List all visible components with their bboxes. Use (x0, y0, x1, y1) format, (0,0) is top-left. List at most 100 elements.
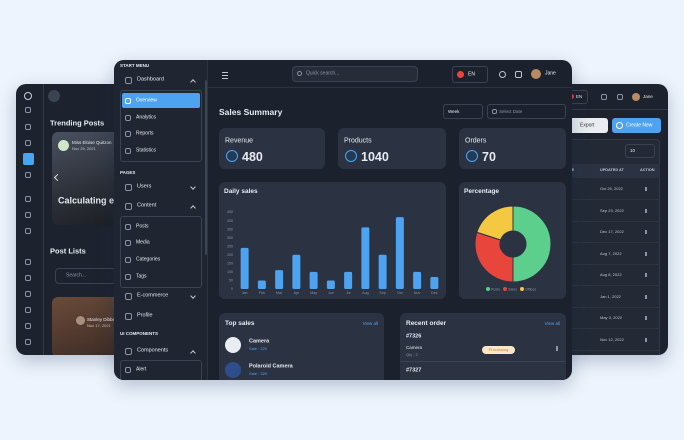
stat-card (219, 128, 325, 169)
y-tick-label: 200 (227, 253, 233, 257)
menu-section-label: UI COMPONENTS (120, 330, 159, 336)
stat-value: 1040 (361, 149, 389, 164)
view-all-link[interactable]: View all (362, 320, 378, 326)
bar (326, 280, 335, 289)
submenu-item[interactable]: Tags (136, 273, 147, 280)
nav-item[interactable]: E-commerce (137, 292, 169, 299)
list-avatar (76, 316, 85, 325)
menu-section-label: START MENU (120, 62, 150, 68)
submenu-item[interactable]: Media (136, 239, 150, 246)
list-card (52, 297, 122, 355)
hamburger-line (222, 78, 228, 79)
create-label[interactable]: Create New (626, 122, 653, 128)
bar (257, 280, 266, 289)
section-title: Trending Posts (50, 118, 105, 128)
row-divider (556, 306, 660, 308)
icon (25, 291, 31, 297)
stat-icon (466, 150, 478, 162)
row-action[interactable] (645, 316, 647, 320)
nav-item[interactable]: Components (137, 347, 169, 354)
submenu-item[interactable]: Analytics (136, 114, 157, 121)
user-name: Jane (643, 93, 653, 99)
row-action[interactable] (645, 273, 647, 277)
language: EN (468, 71, 475, 77)
sidebar-scrollbar (205, 80, 207, 255)
view-all-link[interactable]: View all (544, 320, 560, 326)
x-tick-label: Jun (328, 291, 334, 295)
y-tick-label: 400 (227, 219, 233, 223)
submenu-item[interactable]: Categories (136, 256, 161, 263)
row-action[interactable] (645, 187, 647, 191)
submenu-item[interactable]: Statistics (136, 147, 157, 154)
product-detail: Sale : 320 (249, 371, 268, 376)
stat-value: 70 (482, 149, 496, 164)
order-menu[interactable] (556, 346, 558, 351)
legend-label: Offices (525, 287, 536, 291)
search-box[interactable] (292, 66, 418, 82)
bar (292, 254, 301, 289)
row-action[interactable] (645, 230, 647, 234)
header-bar (208, 60, 572, 88)
export-label[interactable]: Export (580, 122, 595, 128)
product-name: Polaroid Camera (249, 363, 293, 370)
order-status: Processing (488, 347, 509, 352)
icon (125, 224, 131, 230)
submenu-item[interactable]: Posts (136, 223, 149, 230)
nav-item[interactable]: Dashboard (137, 76, 164, 83)
page-size-select[interactable] (625, 144, 655, 158)
row-action[interactable] (645, 294, 647, 299)
chart-card (219, 182, 446, 299)
donut-slice (474, 231, 514, 283)
order-product: Camera (406, 344, 423, 350)
menu-button[interactable] (48, 90, 60, 102)
y-tick-label: 50 (229, 279, 233, 283)
chart-title: Percentage (464, 187, 500, 195)
bar (430, 277, 439, 289)
bar (309, 271, 318, 289)
flag (457, 71, 464, 78)
icon (25, 140, 31, 146)
period-select[interactable] (443, 104, 483, 119)
user-name: Jane (545, 70, 556, 77)
export-button[interactable] (566, 118, 608, 133)
submenu-item[interactable]: Alert (136, 366, 147, 373)
row-action[interactable] (645, 251, 647, 256)
icon (601, 94, 607, 100)
icon (25, 339, 31, 345)
active-item[interactable] (122, 93, 200, 108)
chart-title: Daily sales (224, 187, 258, 195)
y-tick-label: 450 (227, 210, 233, 214)
row-action[interactable] (645, 208, 647, 213)
main-window: START MENU Dashboard Overview Analytics Repo… (114, 60, 572, 380)
nav-item[interactable]: Content (137, 202, 157, 209)
icon (514, 70, 522, 78)
submenu-item[interactable]: Overview (136, 97, 157, 104)
language-select[interactable] (452, 66, 488, 83)
bar (378, 254, 387, 289)
icon (25, 212, 31, 218)
submenu (120, 90, 202, 162)
x-tick-label: May (310, 291, 317, 295)
create-button[interactable] (612, 118, 661, 133)
y-tick-label: 250 (227, 244, 233, 248)
hamburger-line (222, 75, 228, 76)
row-divider (556, 328, 660, 329)
x-tick-label: Jul (346, 291, 351, 295)
nav-item[interactable]: Profile (137, 312, 153, 319)
icon-rail (16, 84, 44, 355)
legend-label: Sales (508, 287, 517, 291)
icon (25, 172, 31, 178)
submenu-item[interactable]: Reports (136, 130, 154, 137)
user-avatar (632, 93, 640, 101)
nav-item[interactable]: Users (137, 183, 152, 190)
x-tick-label: Apr (294, 291, 300, 295)
row-date: Nov 12, 2022 (600, 336, 624, 342)
date-picker[interactable] (487, 104, 566, 119)
icon (124, 292, 132, 300)
active-rail-item (23, 153, 34, 165)
icon (491, 109, 497, 114)
row-action[interactable] (645, 337, 647, 342)
column-header: ACTION (640, 168, 655, 173)
row-date: Aug 8, 2022 (600, 272, 622, 277)
